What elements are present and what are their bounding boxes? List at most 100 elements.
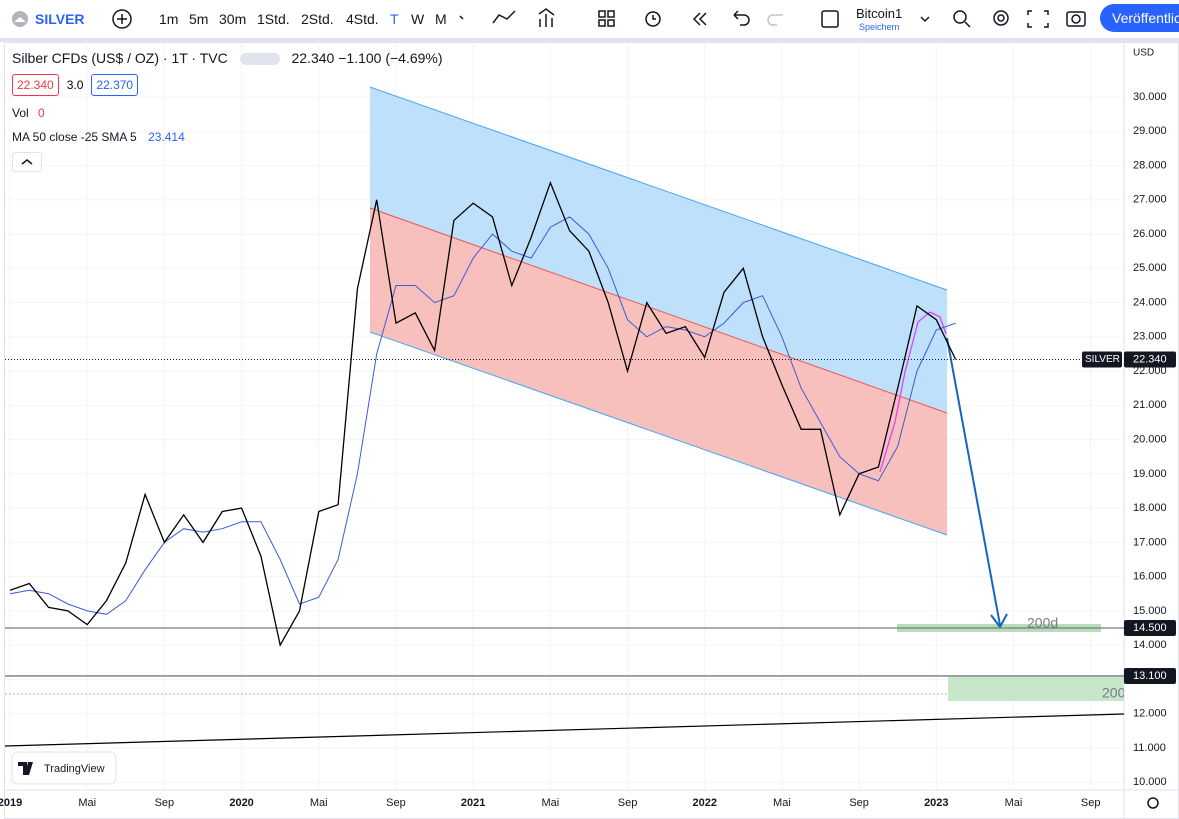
trend-line: [5, 713, 1124, 747]
x-tick-label: 2022: [692, 797, 716, 809]
ma-value: 23.414: [148, 130, 185, 144]
toolbar: SILVER 1m 5m 30m 1Std. 2Std. 4Std. T W M…: [0, 0, 1179, 42]
price-tag-label: 22.340: [1133, 353, 1167, 365]
y-tick-label: 14.000: [1133, 639, 1167, 651]
x-tick-label: Sep: [155, 797, 175, 809]
y-tick-label: 28.000: [1133, 159, 1167, 171]
vol-label: Vol: [12, 106, 29, 120]
watermark-box[interactable]: [11, 751, 117, 785]
y-tick-label: 16.000: [1133, 571, 1167, 583]
chart: 200d 200 10.00011.00012.00013.00014.0001…: [0, 42, 1179, 819]
x-tick-label: Mai: [773, 797, 791, 809]
channel-mid: [369, 207, 948, 414]
y-tick-label: 10.000: [1133, 776, 1167, 788]
x-tick-label: 2019: [0, 797, 22, 809]
symbol-icon: [12, 11, 28, 27]
y-tick-label: 24.000: [1133, 296, 1167, 308]
publish-label[interactable]: Veröffentlichen: [1112, 10, 1179, 26]
currency[interactable]: USD: [1133, 48, 1154, 59]
target-zone: [948, 676, 1124, 701]
arrow-head: [990, 613, 1008, 629]
bid-ask: 22.340 3.0 22.370: [12, 74, 139, 96]
x-tick-label: Sep: [849, 797, 869, 809]
projection-arrow: [946, 337, 1001, 626]
y-tick-label: 22.000: [1133, 365, 1167, 377]
x-tick-label: Sep: [386, 797, 406, 809]
x-tick-label: Mai: [541, 797, 559, 809]
layout-name[interactable]: Bitcoin1: [856, 6, 903, 21]
level-tag: [1124, 667, 1176, 684]
y-tick-label: 18.000: [1133, 502, 1167, 514]
y-tick-label: 12.000: [1133, 708, 1167, 720]
interval[interactable]: 5m: [189, 11, 209, 27]
y-tick-label: 17.000: [1133, 536, 1167, 548]
channel-lower-zone: [370, 208, 947, 535]
channel-upper-zone: [370, 87, 947, 413]
symbol-tag: [1082, 351, 1122, 368]
legend-title: Silber CFDs (US$ / OZ) · 1T · TVC: [12, 50, 228, 66]
level-tag: [1124, 619, 1176, 636]
price-tag: [1124, 351, 1176, 368]
y-tick-label: 29.000: [1133, 125, 1167, 137]
x-tick-label: 2023: [924, 797, 948, 809]
legend-change: −1.100: [338, 50, 382, 66]
y-tick-label: 15.000: [1133, 605, 1167, 617]
level-label: 13.100: [1133, 670, 1167, 682]
vol-legend: Vol 0: [12, 106, 45, 120]
ma-legend: MA 50 close -25 SMA 5 23.414: [12, 130, 185, 144]
interval[interactable]: 30m: [219, 11, 247, 27]
y-tick-label: 27.000: [1133, 194, 1167, 206]
ma-line: [9, 216, 956, 615]
watermark[interactable]: TradingView: [44, 763, 105, 775]
interval[interactable]: 1Std.: [257, 11, 290, 27]
layout-save[interactable]: Speichern: [859, 22, 900, 32]
zone-label: 200d: [1027, 615, 1058, 631]
collapse-legend[interactable]: [12, 152, 42, 172]
y-tick-label: 21.000: [1133, 399, 1167, 411]
chart-frame: [4, 42, 1179, 819]
x-tick-label: 2020: [229, 797, 253, 809]
y-tick-label: 11.000: [1133, 742, 1166, 754]
y-tick-label: 19.000: [1133, 468, 1167, 480]
indicator-line: [879, 311, 947, 473]
price-line: [9, 180, 957, 647]
legend-toggle[interactable]: [239, 53, 280, 66]
x-tick-label: Mai: [310, 797, 328, 809]
legend-last: 22.340: [291, 50, 335, 66]
legend: Silber CFDs (US$ / OZ) · 1T · TVC 22.340…: [12, 50, 443, 66]
x-tick-label: Sep: [1081, 797, 1101, 809]
settings-icon[interactable]: [1147, 797, 1159, 809]
legend-change-pct: (−4.69%): [385, 50, 443, 66]
spread: 3.0: [66, 78, 84, 92]
interval[interactable]: 4Std.: [346, 11, 379, 27]
channel-bottom: [369, 331, 948, 536]
vol-value: 0: [38, 106, 45, 120]
symbol-tag-label: SILVER: [1085, 354, 1120, 365]
level-label: 14.500: [1133, 622, 1167, 634]
interval[interactable]: M: [435, 11, 447, 27]
y-tick-label: 25.000: [1133, 262, 1167, 274]
y-tick-label: 20.000: [1133, 433, 1167, 445]
x-tick-label: Sep: [618, 797, 638, 809]
x-tick-label: Mai: [78, 797, 96, 809]
y-tick-label: 26.000: [1133, 228, 1167, 240]
y-tick-label: 23.000: [1133, 331, 1167, 343]
add-symbol[interactable]: [111, 8, 133, 30]
x-tick-label: Mai: [1005, 797, 1023, 809]
symbol[interactable]: SILVER: [35, 11, 85, 27]
watermark-logo: [18, 762, 33, 775]
x-tick-label: 2021: [461, 797, 485, 809]
y-tick-label: 30.000: [1133, 91, 1167, 103]
ask[interactable]: 22.370: [91, 74, 139, 96]
publish-button[interactable]: Veröffentlichen: [1100, 4, 1179, 32]
channel-top: [369, 86, 948, 291]
interval[interactable]: 1m: [159, 11, 179, 27]
zone-label: 200: [1102, 685, 1126, 701]
interval[interactable]: W: [411, 11, 425, 27]
interval[interactable]: 2Std.: [301, 11, 334, 27]
toolbar-icons[interactable]: [455, 0, 1155, 38]
ma-label: MA 50 close -25 SMA 5: [12, 130, 137, 144]
bid[interactable]: 22.340: [12, 74, 59, 96]
interval[interactable]: T: [390, 11, 399, 27]
